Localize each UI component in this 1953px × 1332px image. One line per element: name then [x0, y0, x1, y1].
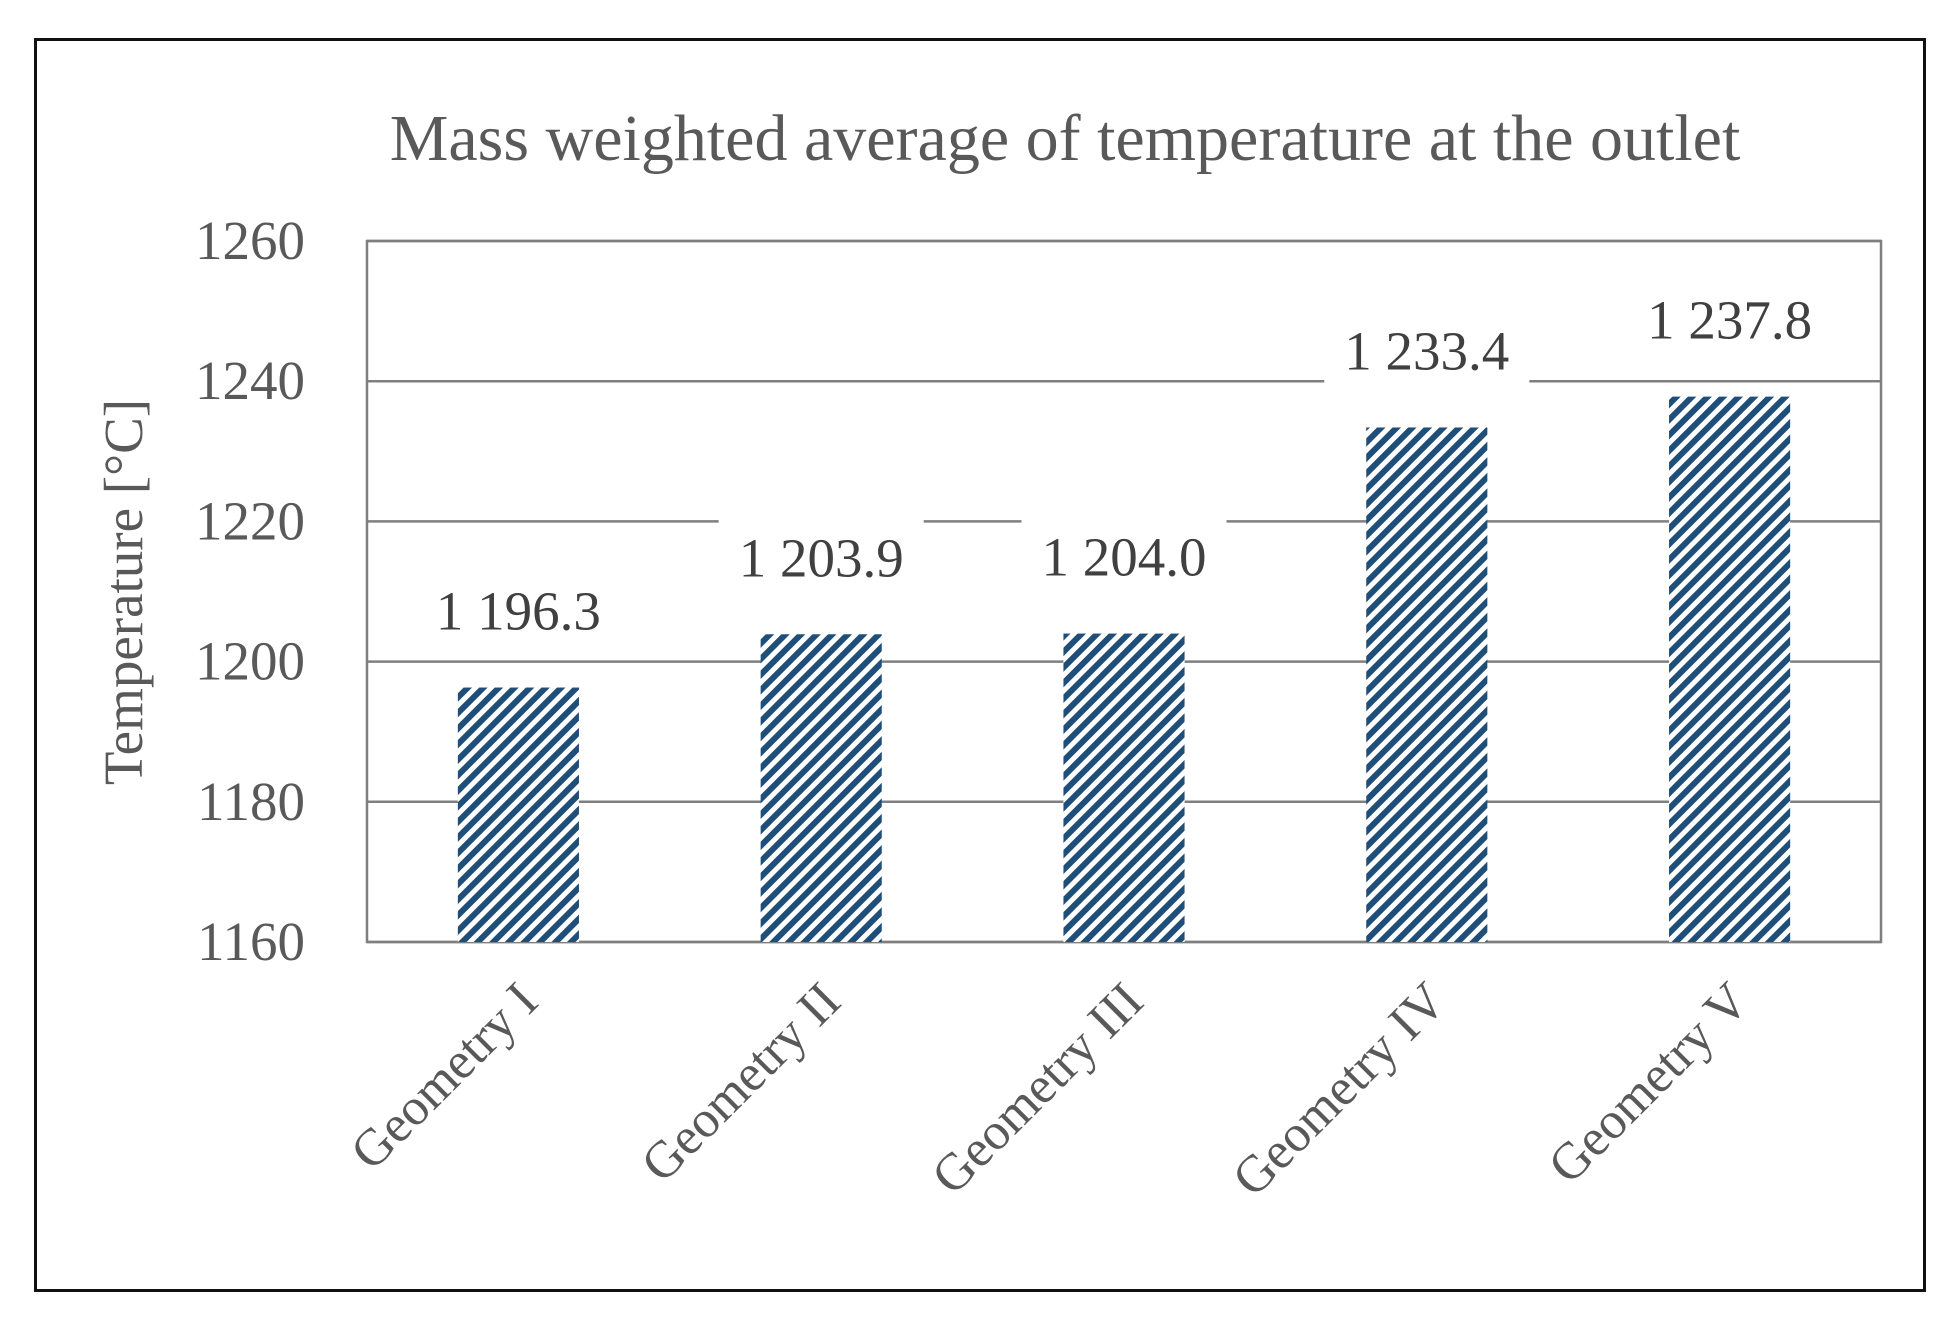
data-label-5: 1 237.8 [1647, 290, 1812, 351]
x-category-label: Geometry II [631, 972, 852, 1193]
bar-5 [1669, 396, 1791, 942]
data-label-bg [1627, 278, 1833, 359]
data-label-bg [1021, 515, 1227, 596]
x-category-label: Geometry III [921, 972, 1154, 1205]
y-tick-label: 1160 [197, 911, 305, 972]
data-labels: 1 196.3 1 203.9 1 204.0 1 233.4 1 237.8 [415, 278, 1833, 650]
x-category-label: Geometry IV [1222, 972, 1457, 1207]
chart-frame [34, 38, 1926, 1292]
data-label-bg [1324, 309, 1530, 390]
data-label-4: 1 233.4 [1344, 320, 1509, 381]
bar-2 [760, 634, 882, 942]
y-tick-label: 1220 [195, 490, 305, 551]
bar-4 [1366, 427, 1488, 942]
x-axis-categories: Geometry I Geometry II Geometry III Geometr… [340, 972, 1760, 1207]
y-tick-label: 1260 [195, 210, 305, 271]
bar-1 [457, 687, 579, 942]
x-category-label: Geometry V [1538, 972, 1760, 1194]
bars [457, 396, 1791, 942]
chart-title: Mass weighted average of temperature at … [390, 102, 1741, 175]
data-label-3: 1 204.0 [1042, 527, 1207, 588]
bar-3 [1063, 633, 1185, 942]
x-category-label: Geometry I [340, 972, 549, 1181]
data-label-1: 1 196.3 [436, 581, 601, 642]
y-tick-label: 1180 [197, 771, 305, 832]
y-tick-label: 1240 [195, 350, 305, 411]
y-tick-label: 1200 [195, 631, 305, 692]
data-label-bg [415, 569, 621, 650]
gridlines [365, 239, 1883, 944]
data-label-bg [718, 516, 924, 597]
y-axis-ticks: 1160 1180 1200 1220 1240 1260 [195, 210, 305, 972]
y-axis-title: Temperature [°C] [93, 399, 154, 785]
data-label-2: 1 203.9 [739, 527, 904, 588]
